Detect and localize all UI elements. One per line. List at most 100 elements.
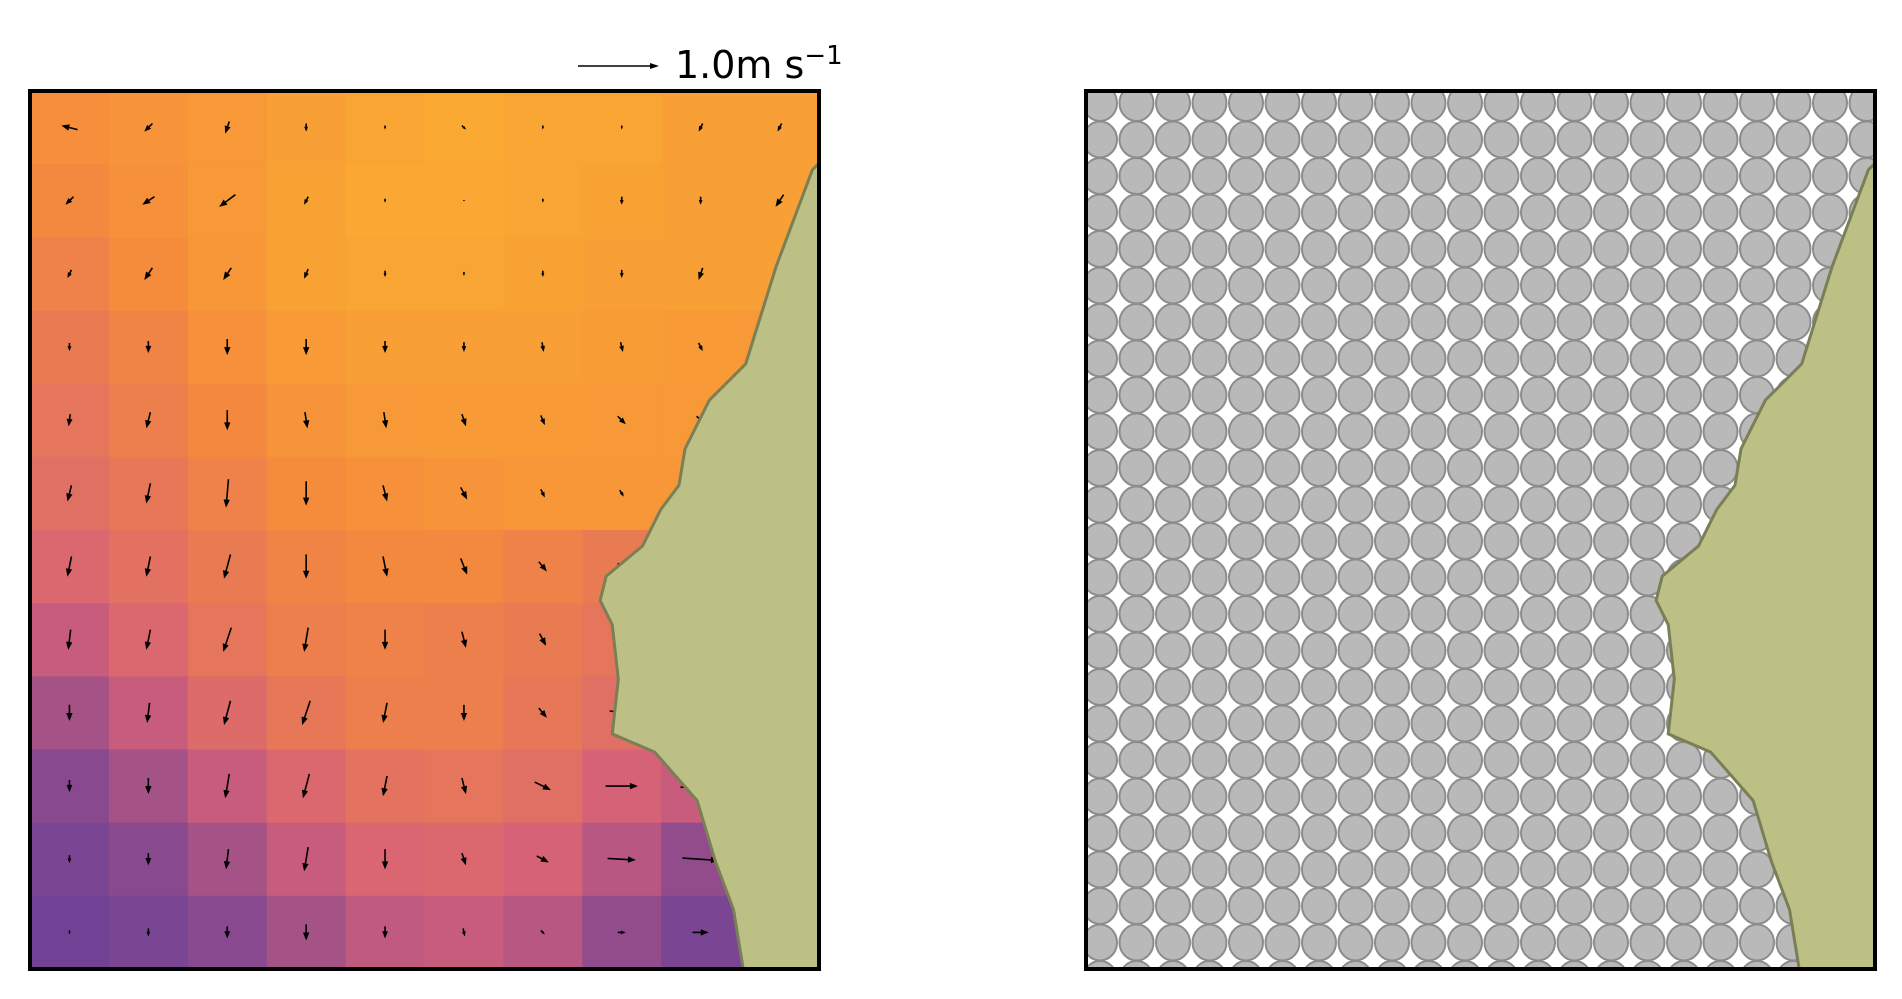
particle (1410, 923, 1447, 962)
arrow-head (698, 345, 703, 352)
particle (1410, 558, 1447, 597)
particle (1447, 339, 1483, 378)
arrow-shaft (304, 627, 309, 646)
particle (1228, 522, 1264, 560)
right-frame (1084, 89, 1877, 971)
arrow-shaft (303, 773, 311, 793)
particle (1191, 230, 1228, 268)
quiver-arrow (224, 338, 231, 356)
arrow-head (65, 568, 73, 577)
particle (1337, 668, 1374, 706)
arrow-head (219, 199, 228, 207)
particle (1483, 412, 1520, 451)
particle (1556, 157, 1593, 195)
arrow-shaft (68, 485, 73, 496)
particle (1264, 558, 1301, 597)
particle (1666, 193, 1702, 232)
particle (1629, 266, 1666, 305)
particle (1666, 814, 1702, 852)
particle (1447, 814, 1483, 852)
arrow-head (542, 783, 551, 791)
quiver-arrow (619, 342, 624, 352)
quiver-arrow (67, 343, 72, 352)
particle (1447, 668, 1483, 706)
quiver-arrow (66, 629, 73, 650)
arrow-head (540, 345, 546, 352)
particle (1374, 741, 1410, 779)
particle (1702, 850, 1739, 889)
particle (1483, 339, 1520, 378)
particle (1155, 449, 1191, 487)
arrow-shaft (147, 702, 151, 717)
particle (1118, 230, 1155, 268)
arrow-head (145, 786, 152, 795)
particle (1086, 777, 1118, 816)
particle (1086, 412, 1118, 451)
particle (1155, 376, 1191, 414)
particle (1702, 230, 1739, 268)
arrow-head (460, 418, 467, 427)
quiver-arrow (534, 781, 551, 791)
particle (1812, 157, 1848, 195)
particle (1629, 631, 1666, 670)
quiver-arrow (302, 846, 309, 872)
particle (1739, 230, 1775, 268)
quiver-arrow (697, 342, 703, 352)
particle (1086, 595, 1118, 633)
quiver-arrow (540, 415, 545, 426)
particle (1520, 157, 1556, 195)
quiver-arrow (145, 341, 152, 354)
particle (1118, 485, 1155, 524)
particle (1301, 704, 1337, 743)
particle (1086, 266, 1118, 305)
arrow-head (223, 271, 231, 280)
particle (1520, 266, 1556, 305)
arrow-head (381, 787, 388, 797)
particle (1741, 960, 1773, 969)
particle (1483, 923, 1520, 962)
arrow-head (224, 125, 231, 134)
arrow-head (67, 346, 72, 352)
arrow-head (144, 495, 152, 504)
particle (1155, 558, 1191, 597)
particle (1191, 887, 1228, 925)
arrow-head (460, 857, 467, 866)
particle (1337, 814, 1374, 852)
particle (1520, 704, 1556, 743)
particle (1191, 850, 1228, 889)
arrow-shaft (382, 485, 387, 496)
particle (1556, 595, 1593, 633)
arrow-shaft (461, 777, 466, 789)
quiver-arrow (145, 777, 152, 795)
particle (1228, 595, 1264, 633)
particle (1301, 157, 1337, 195)
particle (1374, 193, 1410, 232)
particle (1301, 485, 1337, 524)
particle (1118, 303, 1155, 341)
particle (1447, 522, 1483, 560)
particle (1191, 522, 1228, 560)
particle (1632, 960, 1663, 969)
particle (1086, 193, 1118, 232)
particle (1702, 266, 1739, 305)
particle (1410, 230, 1447, 268)
particle (1593, 303, 1629, 341)
particle (1483, 522, 1520, 560)
particle (1118, 631, 1155, 670)
arrow-head (67, 858, 72, 864)
arrow-head (620, 930, 626, 935)
particle (1666, 412, 1702, 451)
arrow-head (145, 419, 152, 429)
particle (1228, 303, 1264, 341)
particle (1191, 266, 1228, 305)
particle (1264, 741, 1301, 779)
particle (1629, 522, 1666, 560)
particle (1775, 193, 1812, 232)
particle (1593, 376, 1629, 414)
quiver-arrow (460, 704, 468, 722)
arrow-head (68, 932, 71, 935)
quiver-arrow (304, 268, 309, 279)
particle (1666, 887, 1702, 925)
arrow-head (381, 714, 388, 724)
arrow-head (619, 199, 624, 205)
